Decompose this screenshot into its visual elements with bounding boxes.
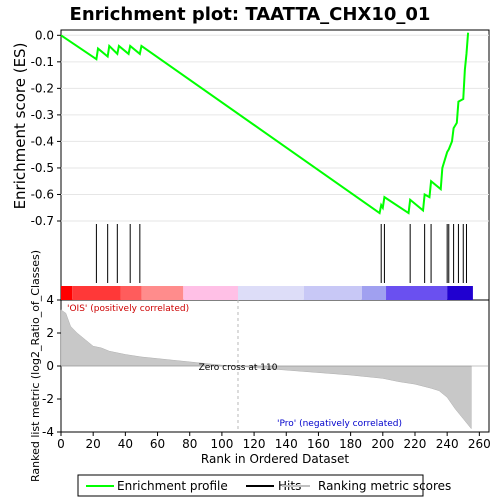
heatmap-segment [386,286,448,300]
metric-tick-label: 0 [46,359,54,373]
x-tick-label: 20 [86,437,101,451]
legend-label-metric: Ranking metric scores [318,479,451,493]
chart-title: Enrichment plot: TAATTA_CHX10_01 [70,4,431,25]
x-tick-label: 160 [307,437,330,451]
x-tick-label: 140 [275,437,298,451]
metric-tick-label: 4 [46,293,54,307]
hits-layer [95,224,467,283]
es-y-axis-label: Enrichment score (ES) [11,43,29,210]
heatmap-segment [237,286,304,300]
heatmap-segment [447,286,473,300]
enrichment-profile-line [60,32,470,215]
es-tick-label: -0.1 [31,55,54,69]
es-grid [61,34,489,222]
metric-tick-label: -4 [42,425,54,439]
metric-tick-label: -2 [42,392,54,406]
es-tick-label: -0.6 [31,187,54,201]
pos-correlated-label: 'OIS' (positively correlated) [67,304,189,314]
x-tick-label: 220 [404,437,427,451]
x-tick-label: 180 [339,437,362,451]
legend: Enrichment profile Hits Ranking metric s… [77,474,451,497]
x-tick-label: 80 [182,437,197,451]
x-tick-label: 60 [150,437,165,451]
es-tick-label: 0.0 [35,28,54,42]
es-tick-label: -0.7 [31,214,54,228]
heatmap-segment [61,286,73,300]
heatmap-segment [183,286,238,300]
enrichment-profile-layer [60,32,470,215]
x-axis-label: Rank in Ordered Dataset [201,452,349,466]
zero-cross-label: Zero cross at 110 [199,363,278,373]
x-tick-label: 240 [436,437,459,451]
x-axis: 0 20 40 60 80 100 120 140 160 180 200 220 240 260 [57,432,491,451]
x-tick-label: 0 [57,437,65,451]
x-tick-label: 260 [468,437,491,451]
heatmap-segment [303,286,362,300]
es-tick-label: -0.3 [31,108,54,122]
ranked-metric-layer [60,300,489,432]
metric-y-axis: 4 2 0 -2 -4 [42,293,61,439]
x-tick-label: 120 [243,437,266,451]
neg-correlated-label: 'Pro' (negatively correlated) [277,419,402,429]
heatmap-segment [361,286,387,300]
es-tick-label: -0.2 [31,81,54,95]
x-tick-label: 100 [210,437,233,451]
es-tick-label: -0.5 [31,161,54,175]
es-tick-label: -0.4 [31,134,54,148]
rank-heatmap [61,286,473,300]
metric-tick-label: 2 [46,326,54,340]
x-tick-label: 40 [118,437,133,451]
heatmap-segment [120,286,142,300]
metric-y-axis-label: Ranked list metric (log2_Ratio_of_Classe… [29,250,42,482]
x-tick-label: 200 [371,437,394,451]
heatmap-segment [72,286,121,300]
es-y-axis: 0.0 -0.1 -0.2 -0.3 -0.4 -0.5 -0.6 -0.7 [31,28,61,228]
heatmap-segment [141,286,184,300]
legend-label-profile: Enrichment profile [117,479,228,493]
